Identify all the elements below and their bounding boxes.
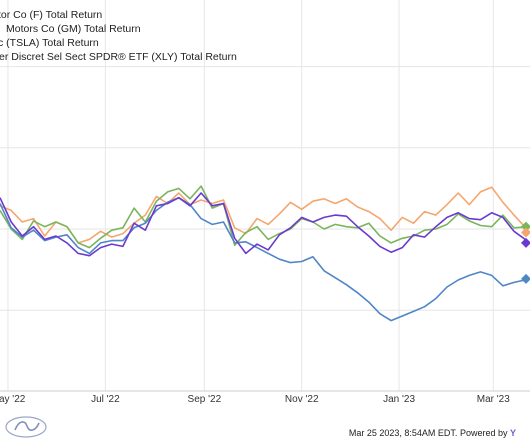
series-end-marker-1: [521, 237, 530, 248]
x-axis-tick-labels: May '22 Jul '22 Sep '22 Nov '22 Jan '23 Mar '…: [0, 394, 510, 405]
series-end-marker-0: [521, 221, 530, 232]
series-end-marker-2: [521, 227, 530, 238]
legend-entry-tsla[interactable]: c (TSLA) Total Return: [0, 36, 237, 50]
x-tick-label: Jan '23: [383, 394, 415, 405]
x-tick-label: Jul '22: [91, 394, 120, 405]
footer-brand-link[interactable]: Y: [509, 428, 516, 438]
legend-entry-gm[interactable]: Motors Co (GM) Total Return: [6, 22, 237, 36]
chart-legend: tor Co (F) Total Return Motors Co (GM) T…: [0, 8, 237, 64]
series-lines: [0, 185, 530, 322]
x-tick-label: Sep '22: [188, 394, 222, 405]
legend-label-gm: Motors Co (GM) Total Return: [6, 23, 141, 35]
x-tick-label: Nov '22: [285, 394, 319, 405]
legend-label-tsla: c (TSLA) Total Return: [0, 37, 99, 49]
series-line-3[interactable]: [0, 196, 530, 322]
legend-entry-f[interactable]: tor Co (F) Total Return: [0, 8, 237, 22]
ycharts-logo-icon: [5, 416, 47, 438]
legend-label-f: tor Co (F) Total Return: [0, 9, 103, 21]
footer-timestamp: Mar 25 2023, 8:54AM EDT.: [348, 428, 458, 438]
end-markers: [521, 221, 530, 284]
x-tick-label: Mar '23: [477, 394, 510, 405]
series-line-0[interactable]: [0, 185, 530, 249]
series-end-marker-3: [521, 273, 530, 284]
grid-lines: [0, 0, 530, 392]
legend-entry-xly[interactable]: er Discret Sel Sect SPDR® ETF (XLY) Tota…: [0, 50, 237, 64]
series-line-1[interactable]: [0, 192, 530, 257]
legend-label-xly: er Discret Sel Sect SPDR® ETF (XLY) Tota…: [0, 51, 237, 63]
footer-powered-by: Powered by: [459, 428, 508, 438]
series-line-2[interactable]: [0, 186, 530, 244]
chart-footer: Mar 25 2023, 8:54AM EDT. Powered by Y: [349, 428, 516, 438]
x-tick-label: May '22: [0, 394, 26, 405]
